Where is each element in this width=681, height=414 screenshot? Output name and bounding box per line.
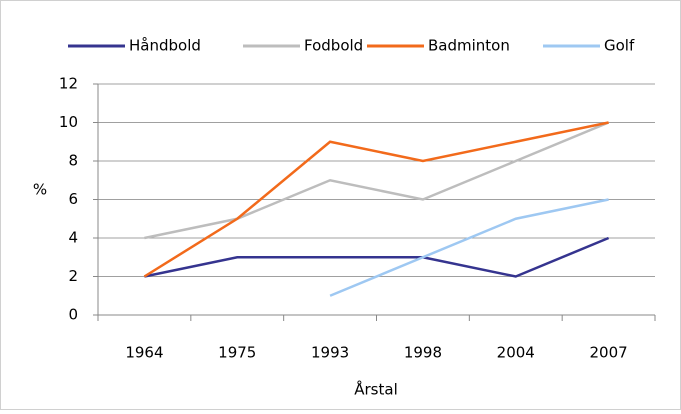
legend-label: Badminton [428, 37, 510, 55]
y-tick-label: 8 [68, 152, 78, 170]
x-tick-label: 1964 [125, 344, 163, 362]
x-tick-label: 2007 [589, 344, 627, 362]
y-tick-label: 2 [68, 267, 78, 285]
series-line [144, 236, 610, 278]
legend-label: Fodbold [304, 37, 363, 55]
series-line [144, 121, 610, 240]
y-tick-label: 0 [68, 306, 78, 324]
legend-label: Golf [604, 37, 635, 55]
y-tick-label: 6 [68, 190, 78, 208]
x-tick-label: 2004 [497, 344, 535, 362]
series-line [329, 198, 609, 297]
x-axis-label: Årstal [354, 380, 397, 399]
y-tick-label: 10 [59, 113, 78, 131]
y-tick-label: 12 [59, 75, 78, 93]
x-tick-label: 1998 [404, 344, 442, 362]
x-tick-label: 1993 [311, 344, 349, 362]
series-line [143, 121, 609, 278]
y-axis-label: % [33, 181, 47, 199]
x-tick-label: 1975 [218, 344, 256, 362]
legend-label: Håndbold [129, 37, 201, 55]
y-tick-label: 4 [68, 229, 78, 247]
